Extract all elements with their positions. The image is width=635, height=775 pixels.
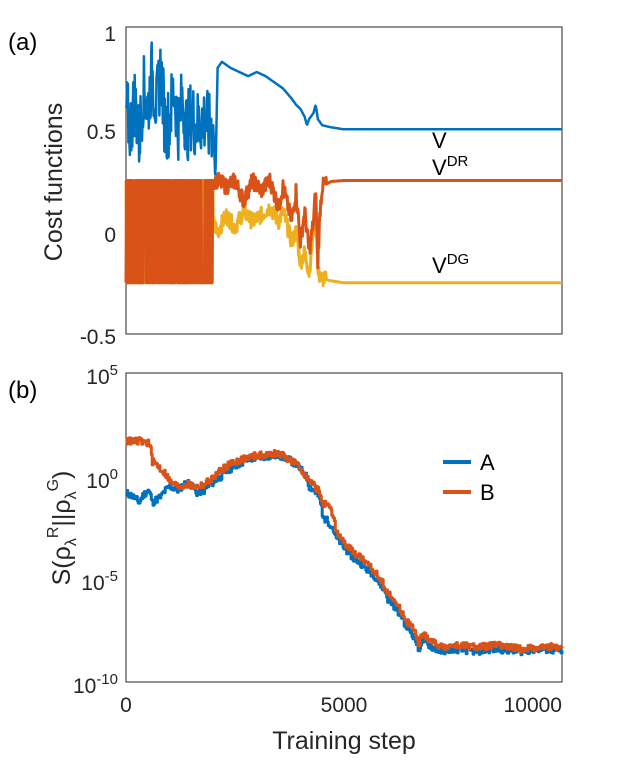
panel-b-xtick-label: 5000 <box>321 694 368 717</box>
legend-label-B: B <box>480 480 495 505</box>
legend: A B <box>443 450 495 505</box>
panel-b-xtick-label: 10000 <box>504 694 562 717</box>
panel-a-ytick-label: 0.5 <box>87 121 116 144</box>
series-line-B <box>125 436 564 654</box>
panel-a-series-group <box>124 41 563 287</box>
panel-a-ytick-label: 0 <box>104 224 116 247</box>
panel-b-xtick-label: 0 <box>120 694 132 717</box>
panel-b: (b) 105 100 10-5 10-10 0 5000 10000 Trai… <box>8 362 564 755</box>
legend-label-A: A <box>480 450 495 475</box>
panel-a-y-axis-label: Cost functions <box>40 103 68 261</box>
annotation-VDG: VDG <box>432 251 469 278</box>
series-line-V <box>124 41 563 176</box>
panel-a-ytick-label: -0.5 <box>80 326 116 349</box>
annotation-VDR: VDR <box>432 153 469 180</box>
panel-a: (a) 1 0.5 0 -0.5 Cost functions V VDR VD… <box>8 23 563 349</box>
panel-b-x-axis-label: Training step <box>272 727 416 755</box>
series-line-VDR <box>124 171 563 285</box>
panel-b-axes-box <box>125 372 563 683</box>
panel-b-y-axis-label: S(ρλR||ρλG) <box>45 471 80 586</box>
panel-b-ytick-label: 100 <box>86 466 118 493</box>
panel-b-label: (b) <box>8 377 37 404</box>
annotation-V: V <box>432 128 447 153</box>
panel-a-ytick-label: 1 <box>104 23 116 46</box>
panel-b-ytick-label: 10-5 <box>81 568 118 595</box>
panel-b-ytick-label: 105 <box>86 362 118 389</box>
panel-b-ytick-label: 10-10 <box>73 671 118 698</box>
panel-a-label: (a) <box>8 29 37 56</box>
panel-b-series-group <box>125 436 564 657</box>
